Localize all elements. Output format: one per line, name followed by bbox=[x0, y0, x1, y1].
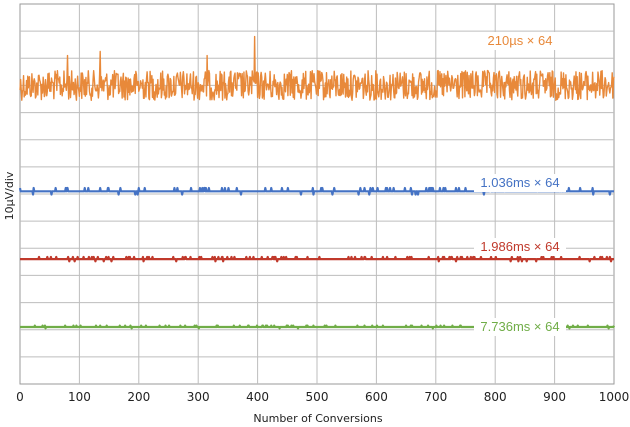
x-tick-label: 1000 bbox=[599, 390, 630, 404]
series-line bbox=[19, 255, 615, 263]
series-label: 7.736ms × 64 bbox=[480, 319, 559, 334]
x-tick-labels: 0 100 200 300 400 500 600 700 800 900 1000 bbox=[16, 390, 629, 404]
series-label-background bbox=[474, 238, 566, 256]
x-axis-title: Number of Conversions bbox=[253, 412, 382, 425]
series-line bbox=[19, 35, 615, 101]
series-label-background bbox=[474, 318, 566, 336]
x-tick-label: 0 bbox=[16, 390, 24, 404]
x-tick-label: 500 bbox=[306, 390, 329, 404]
x-tick-label: 400 bbox=[246, 390, 269, 404]
x-tick-label: 700 bbox=[424, 390, 447, 404]
x-tick-label: 100 bbox=[68, 390, 91, 404]
y-axis-title: 10µV/div bbox=[3, 171, 16, 220]
series-label-background bbox=[474, 32, 566, 50]
series-label-background bbox=[474, 174, 566, 192]
x-tick-label: 900 bbox=[543, 390, 566, 404]
x-tick-label: 600 bbox=[365, 390, 388, 404]
series-label: 210µs × 64 bbox=[488, 33, 553, 48]
x-tick-label: 200 bbox=[127, 390, 150, 404]
series-label: 1.036ms × 64 bbox=[480, 175, 559, 190]
x-tick-label: 300 bbox=[187, 390, 210, 404]
series-label: 1.986ms × 64 bbox=[480, 239, 559, 254]
series-labels: 210µs × 64 1.036ms × 64 1.986ms × 64 7.736m… bbox=[474, 32, 566, 336]
x-tick-label: 800 bbox=[484, 390, 507, 404]
